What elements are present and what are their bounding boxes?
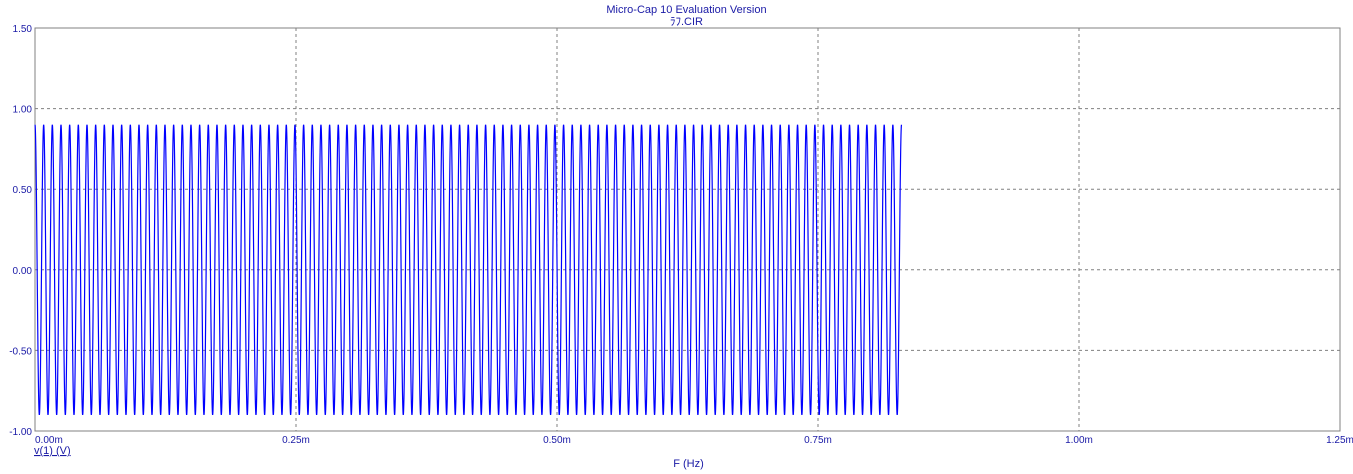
x-tick-label: 1.25m [1326, 435, 1353, 446]
x-axis-ticks: 0.00m 0.25m 0.50m 0.75m 1.00m 1.25m [35, 435, 1353, 446]
y-tick-label: 1.00 [13, 105, 33, 116]
x-tick-label: 1.00m [1065, 435, 1093, 446]
x-tick-label: 0.00m [35, 435, 63, 446]
y-tick-label: -1.00 [9, 427, 32, 438]
plot-frame [34, 27, 1341, 432]
y-tick-label: 0.00 [13, 266, 33, 277]
y-tick-label: -0.50 [9, 346, 32, 357]
y-tick-label: 1.50 [13, 24, 33, 35]
y-tick-label: 0.50 [13, 185, 33, 196]
series-v1-trace [34, 124, 903, 416]
chart-title: Micro-Cap 10 Evaluation Version [606, 4, 767, 16]
x-axis-label: F (Hz) [673, 458, 704, 470]
y-axis-ticks: 1.50 1.00 0.50 0.00 -0.50 -1.00 [9, 24, 32, 438]
y-axis-label[interactable]: v(1) (V) [34, 445, 71, 457]
x-tick-label: 0.25m [282, 435, 310, 446]
chart-subtitle: ﾗﾌ.CIR [670, 16, 703, 28]
x-tick-label: 0.50m [543, 435, 571, 446]
x-tick-label: 0.75m [804, 435, 832, 446]
